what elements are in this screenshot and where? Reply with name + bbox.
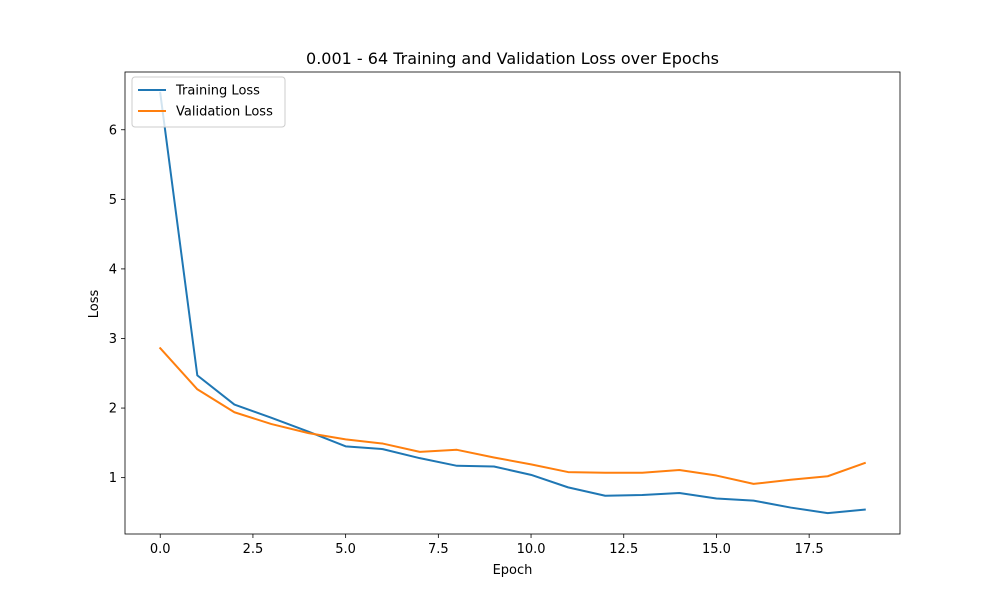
- axes-frame: [124, 71, 901, 535]
- validation-loss-line: [158, 346, 867, 485]
- y-tick-label: 5: [109, 193, 117, 208]
- legend-label-validation-loss: Validation Loss: [176, 105, 273, 120]
- x-tick-label: 0.0: [150, 542, 171, 557]
- x-tick-label: 12.5: [609, 542, 638, 557]
- y-tick-label: 1: [109, 471, 117, 486]
- legend: Training Loss Validation Loss: [131, 76, 286, 128]
- plot-area: [125, 72, 900, 534]
- y-tick-label: 2: [109, 402, 117, 417]
- y-tick-label: 6: [109, 123, 117, 138]
- y-axis-ticks: 1 2 3 4 5 6: [109, 123, 125, 486]
- x-tick-label: 17.5: [795, 542, 824, 557]
- series-layer: [158, 91, 867, 515]
- x-axis-ticks: 0.0 2.5 5.0 7.5 10.0 12.5 15.0 17.5: [150, 534, 824, 557]
- x-tick-label: 5.0: [335, 542, 356, 557]
- training-loss-line: [159, 91, 866, 515]
- x-tick-label: 2.5: [243, 542, 264, 557]
- plot-background: [125, 72, 900, 534]
- x-tick-label: 15.0: [702, 542, 731, 557]
- y-tick-label: 3: [109, 332, 117, 347]
- x-tick-label: 10.0: [517, 542, 546, 557]
- legend-box: [131, 76, 286, 128]
- legend-label-training-loss: Training Loss: [175, 84, 260, 99]
- y-tick-label: 4: [109, 262, 117, 277]
- y-axis-label: Loss: [87, 290, 102, 319]
- x-tick-label: 7.5: [428, 542, 449, 557]
- x-axis-label: Epoch: [493, 563, 533, 578]
- chart-title: 0.001 - 64 Training and Validation Loss …: [306, 49, 719, 68]
